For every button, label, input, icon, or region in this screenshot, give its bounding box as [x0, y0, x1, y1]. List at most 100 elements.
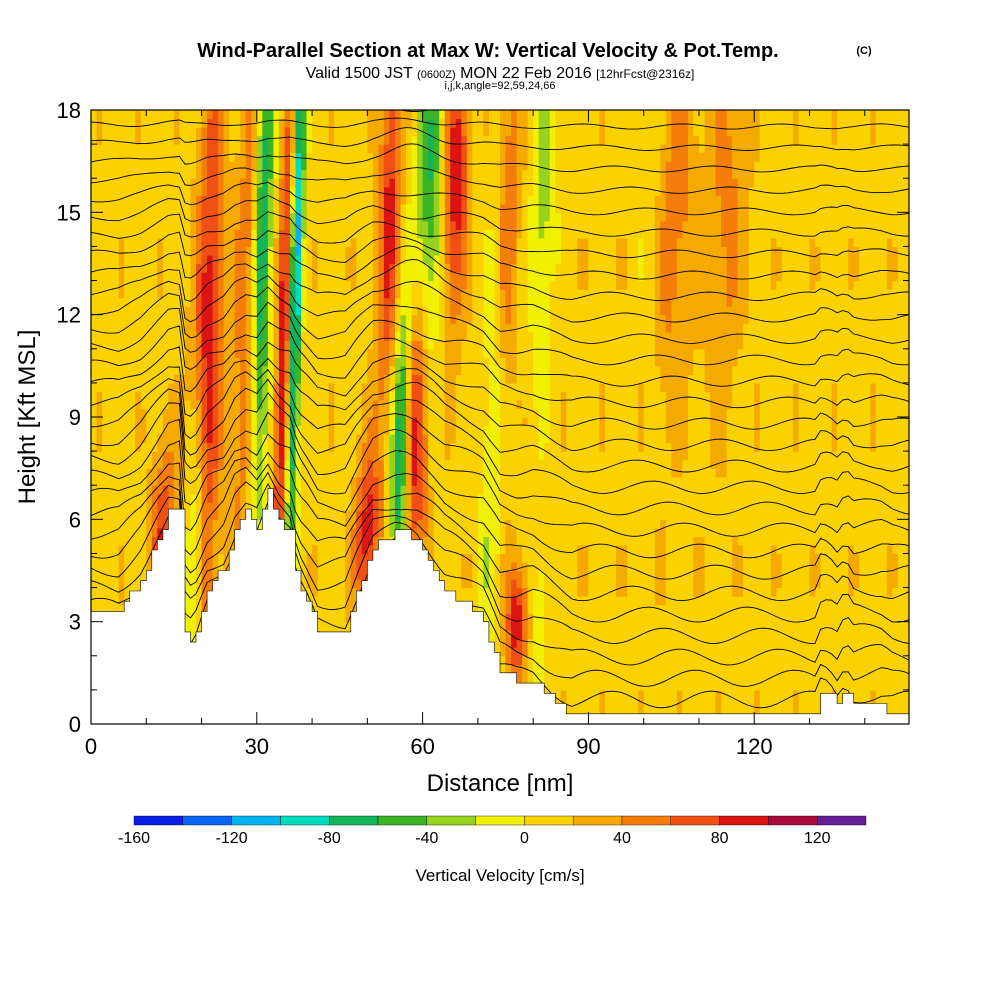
velocity-cell	[439, 527, 446, 537]
velocity-cell	[312, 587, 319, 597]
velocity-cell	[245, 297, 252, 307]
velocity-cell	[295, 161, 302, 171]
velocity-cell	[184, 118, 192, 128]
velocity-cell	[240, 127, 247, 137]
velocity-cell	[394, 263, 402, 273]
velocity-cell	[417, 169, 424, 179]
velocity-cell	[312, 127, 319, 137]
velocity-cell	[256, 212, 263, 222]
velocity-cell	[207, 178, 214, 188]
velocity-cell	[339, 485, 346, 495]
velocity-cell	[284, 280, 291, 290]
velocity-cell	[428, 519, 435, 529]
velocity-cell	[455, 178, 462, 188]
velocity-cell	[433, 527, 440, 537]
velocity-cell	[406, 272, 413, 282]
velocity-cell	[168, 297, 175, 307]
velocity-cell	[118, 178, 125, 188]
velocity-cell	[378, 510, 385, 520]
velocity-cell	[184, 161, 192, 171]
velocity-cell	[312, 468, 319, 478]
velocity-cell	[91, 348, 98, 358]
velocity-cell	[140, 195, 147, 205]
velocity-cell	[113, 476, 120, 486]
velocity-cell	[450, 280, 457, 290]
velocity-cell	[168, 434, 175, 444]
velocity-cell	[256, 297, 263, 307]
velocity-cell	[251, 161, 258, 171]
velocity-cell	[323, 434, 330, 444]
velocity-cell	[140, 391, 147, 401]
velocity-cell	[184, 178, 192, 188]
velocity-cell	[113, 561, 120, 572]
velocity-cell	[339, 169, 346, 179]
velocity-cell	[129, 374, 136, 384]
velocity-cell	[406, 331, 413, 341]
velocity-cell	[162, 442, 169, 452]
velocity-cell	[444, 110, 451, 120]
velocity-cell	[422, 544, 429, 555]
velocity-cell	[411, 272, 418, 282]
velocity-cell	[245, 468, 252, 478]
velocity-cell	[184, 417, 192, 427]
velocity-cell	[218, 280, 225, 290]
velocity-cell	[240, 314, 247, 324]
velocity-cell	[173, 161, 181, 171]
velocity-cell	[444, 374, 451, 384]
velocity-cell	[151, 280, 158, 290]
velocity-cell	[422, 127, 429, 137]
velocity-cell	[411, 451, 418, 461]
velocity-cell	[91, 527, 98, 537]
velocity-cell	[135, 417, 142, 427]
velocity-cell	[229, 237, 236, 248]
velocity-cell	[317, 110, 324, 120]
velocity-cell	[201, 579, 208, 589]
velocity-cell	[107, 289, 114, 299]
velocity-cell	[91, 451, 98, 461]
velocity-cell	[400, 434, 407, 444]
velocity-cell	[278, 297, 286, 307]
velocity-cell	[234, 289, 241, 299]
velocity-cell	[361, 425, 368, 435]
velocity-cell	[328, 561, 335, 572]
velocity-cell	[91, 263, 98, 273]
velocity-cell	[184, 357, 192, 367]
velocity-cell	[129, 348, 136, 358]
velocity-cell	[234, 229, 241, 239]
velocity-cell	[179, 237, 186, 248]
velocity-cell	[334, 408, 341, 418]
velocity-cell	[312, 220, 319, 230]
velocity-cell	[162, 417, 169, 427]
velocity-cell	[428, 357, 435, 367]
velocity-cell	[240, 263, 247, 273]
velocity-cell	[312, 527, 319, 537]
velocity-cell	[361, 272, 368, 282]
velocity-cell	[406, 468, 413, 478]
velocity-cell	[345, 553, 352, 563]
velocity-cell	[124, 468, 131, 478]
velocity-cell	[301, 527, 308, 537]
velocity-cell	[428, 502, 435, 512]
velocity-cell	[394, 502, 402, 512]
velocity-cell	[273, 451, 280, 461]
velocity-cell	[223, 442, 230, 452]
velocity-cell	[345, 468, 352, 478]
velocity-cell	[218, 229, 225, 239]
velocity-cell	[295, 135, 302, 145]
velocity-cell	[162, 127, 169, 137]
velocity-cell	[383, 220, 391, 230]
velocity-cell	[406, 169, 413, 179]
velocity-cell	[168, 254, 175, 265]
velocity-cell	[383, 365, 391, 375]
velocity-cell	[151, 510, 158, 520]
velocity-cell	[124, 561, 131, 572]
velocity-cell	[278, 246, 286, 256]
velocity-cell	[317, 451, 324, 461]
velocity-cell	[91, 434, 98, 444]
velocity-cell	[433, 519, 440, 529]
velocity-cell	[328, 553, 335, 563]
velocity-cell	[223, 229, 230, 239]
velocity-cell	[461, 493, 468, 503]
velocity-cell	[173, 382, 181, 393]
velocity-cell	[173, 442, 181, 452]
